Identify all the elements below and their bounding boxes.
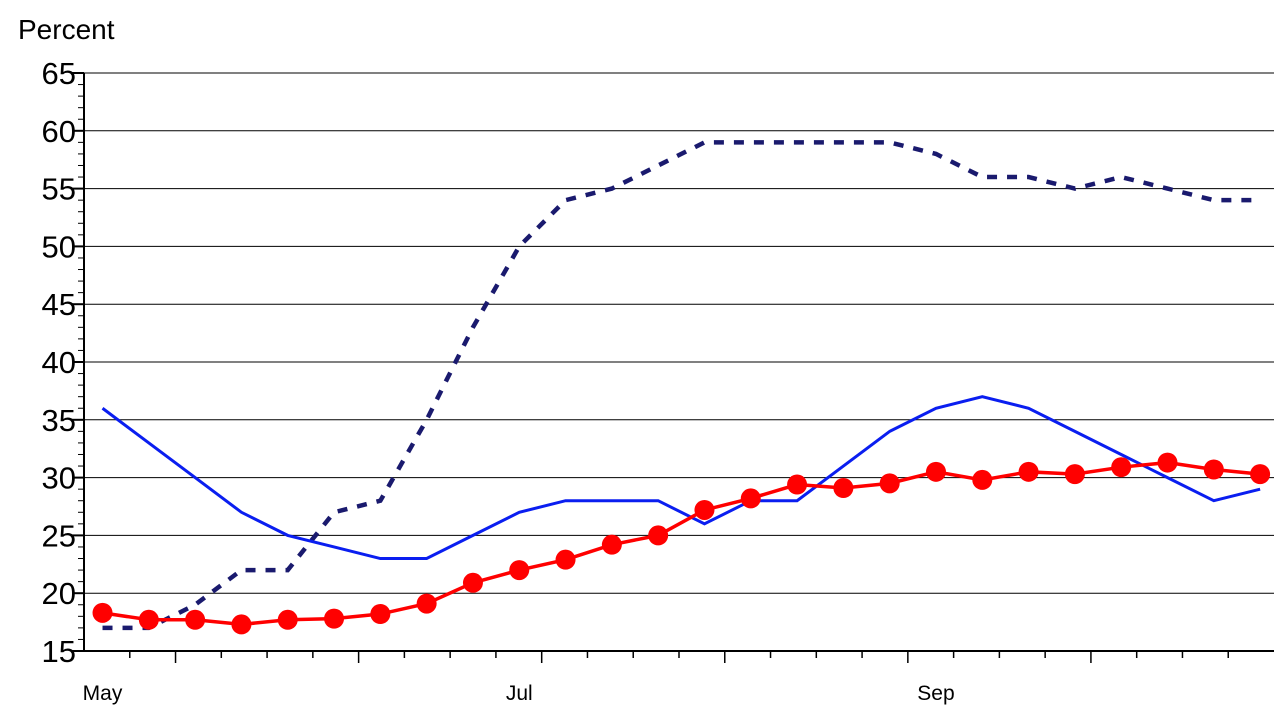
axes: [72, 72, 1274, 663]
grid-lines: [84, 72, 1274, 594]
data-point-marker: [509, 560, 530, 581]
data-point-marker: [1064, 464, 1085, 485]
data-point-marker: [1111, 457, 1132, 478]
tick-labels: 15 20 25 30 35 40 45 50 55 60 65 May Jul Sep: [42, 56, 955, 705]
data-point-marker: [1203, 459, 1224, 480]
data-point-marker: [694, 499, 715, 520]
y-tick-label-50: 50: [42, 229, 76, 264]
x-tick-label-jul: Jul: [506, 682, 533, 705]
data-point-marker: [648, 525, 669, 546]
y-tick-label-65: 65: [42, 56, 76, 91]
y-tick-label-30: 30: [42, 461, 76, 496]
data-point-marker: [1250, 464, 1271, 485]
data-point-marker: [324, 608, 345, 629]
y-tick-label-25: 25: [42, 518, 76, 553]
data-point-marker: [601, 534, 622, 555]
series-line-dotted: [102, 140, 1261, 631]
data-point-marker: [555, 549, 576, 570]
data-point-marker: [1157, 452, 1178, 473]
data-point-marker: [92, 602, 113, 623]
x-tick-label-sep: Sep: [917, 682, 954, 705]
y-tick-label-20: 20: [42, 576, 76, 611]
data-point-marker: [185, 609, 206, 630]
data-point-marker: [138, 609, 159, 630]
y-tick-label-60: 60: [42, 114, 76, 149]
y-tick-label-45: 45: [42, 287, 76, 322]
y-tick-label-40: 40: [42, 345, 76, 380]
series-line-markers: [102, 460, 1261, 627]
data-point-marker: [277, 609, 298, 630]
data-point-marker: [370, 604, 391, 625]
data-point-marker: [833, 478, 854, 499]
y-tick-label-15: 15: [42, 634, 76, 669]
data-point-marker: [879, 473, 900, 494]
y-axis-label: Percent: [18, 14, 115, 45]
data-point-marker: [787, 474, 808, 495]
x-tick-label-may: May: [83, 682, 123, 705]
series-line-solid: [101, 395, 1261, 561]
data-point-marker: [462, 572, 483, 593]
series-group: [92, 140, 1271, 635]
data-point-marker: [416, 593, 437, 614]
data-point-marker: [231, 614, 252, 635]
y-tick-label-35: 35: [42, 403, 76, 438]
data-point-marker: [1018, 461, 1039, 482]
y-tick-label-55: 55: [42, 172, 76, 207]
data-point-marker: [740, 488, 761, 509]
data-point-marker: [972, 469, 993, 490]
data-point-marker: [925, 461, 946, 482]
